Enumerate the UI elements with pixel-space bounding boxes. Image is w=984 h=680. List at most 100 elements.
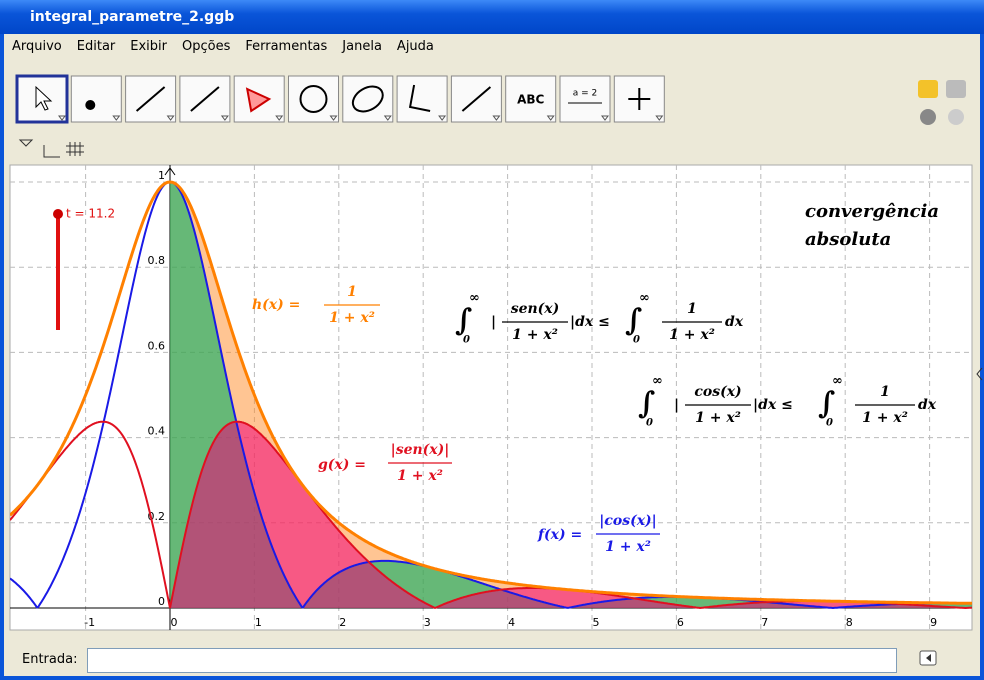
tool-corner [601,115,609,121]
style-bar-icons [18,139,84,158]
tool-label: ABC [517,93,544,107]
label-h: h(x) = [252,297,300,313]
y-tick-label: 0.6 [148,339,166,352]
menu-item[interactable]: Opções [182,39,231,54]
y-tick-label: 0 [158,595,165,608]
label-f: f(x) = [537,527,582,543]
x-tick-label: 3 [424,616,431,629]
tool-corner [112,115,121,121]
tool-icon [351,85,384,113]
tool-corner [546,115,555,121]
input-button-icon [926,654,931,662]
lower-limit: 0 [633,335,640,346]
tool-corner [329,115,338,121]
x-tick-label: 7 [761,616,768,629]
settings-button[interactable] [948,109,964,125]
y-tick-label: 0.4 [148,425,166,438]
denominator: 1 + x² [397,468,443,484]
numerator: |sen(x)| [391,442,450,458]
undo-button[interactable] [918,80,938,98]
label-g: g(x) = [318,457,366,473]
x-tick-label: -1 [84,616,95,629]
tool-icon [35,85,53,111]
denominator: 1 + x² [695,410,741,426]
numerator: sen(x) [511,301,560,317]
tool-button[interactable] [342,75,394,123]
x-tick-label: 6 [677,616,684,629]
tool-button[interactable] [613,75,665,123]
menu-item[interactable]: Janela [342,39,382,54]
tool-corner [492,115,501,121]
numerator: 1 [880,384,890,400]
tool-icon [628,88,651,110]
y-tick-label: 0.8 [148,254,166,267]
tool-button[interactable] [505,75,557,123]
tool-icon [245,87,272,113]
abs-close: |dx ≤ [753,397,793,413]
x-tick-label: 1 [255,616,262,629]
lower-limit: 0 [463,335,470,346]
numerator: |cos(x)| [599,513,657,529]
tool-button[interactable] [559,75,611,123]
upper-limit: ∞ [652,374,663,389]
menu-item[interactable]: Editar [76,39,116,54]
lower-limit: 0 [646,418,653,429]
tool-icon [299,85,328,113]
tool-icon [85,100,96,110]
menu-item[interactable]: Ferramentas [245,39,328,54]
menu-item[interactable]: Exibir [130,39,167,54]
tool-button[interactable] [70,75,122,123]
panel-toggle[interactable] [976,367,983,381]
redo-button[interactable] [946,80,966,98]
tool-icon [190,86,220,112]
tool-corner [275,115,284,121]
denominator: 1 + x² [605,539,651,555]
y-axis-arrow [164,167,176,176]
note: absoluta [805,229,891,250]
numerator: 1 [347,284,357,300]
x-tick-label: 2 [339,616,346,629]
integral-sign: ∫ [638,386,655,421]
x-tick-label: 0 [171,616,178,629]
lower-limit: 0 [826,418,833,429]
tool-corner [438,115,447,121]
x-tick-label: 8 [846,616,853,629]
menu-item[interactable]: Arquivo [12,39,62,54]
tool-button[interactable] [288,75,339,123]
upper-limit: ∞ [469,291,480,306]
tool-corner [166,115,175,121]
tool-icon [461,86,492,112]
input-field[interactable] [87,648,897,673]
dx: dx [725,314,744,330]
help-button[interactable] [920,109,936,125]
integral-sign: ∫ [625,303,642,338]
integral-sign: ∫ [818,386,835,421]
abs-open: | [674,397,679,413]
window-title: integral_parametre_2.ggb [30,9,235,25]
tool-corner [655,115,664,121]
tool-icon [408,84,431,112]
denominator: 1 + x² [669,327,715,343]
plot: -1 0 1 2 3 4 5 6 7 8 900.20.40.60.81 [10,165,972,630]
x-tick-label: 9 [930,616,937,629]
tool-button[interactable] [396,75,448,123]
dx: dx [918,397,937,413]
tool-corner [58,115,66,121]
area-g [170,421,972,608]
numerator: 1 [687,301,697,317]
abs-close: |dx ≤ [570,314,610,330]
slider-handle[interactable] [53,209,63,219]
menu-item[interactable]: Ajuda [396,39,434,54]
title-bar: integral_parametre_2.ggb [0,0,984,34]
tool-corner [220,115,229,121]
integral-sign: ∫ [455,303,472,338]
slider-label: t = 11.2 [66,207,115,221]
upper-limit: ∞ [832,374,843,389]
note: convergência [805,201,939,222]
denominator: 1 + x² [862,410,908,426]
tool-label: a = 2 [573,89,598,99]
denominator: 1 + x² [329,310,375,326]
denominator: 1 + x² [512,327,558,343]
